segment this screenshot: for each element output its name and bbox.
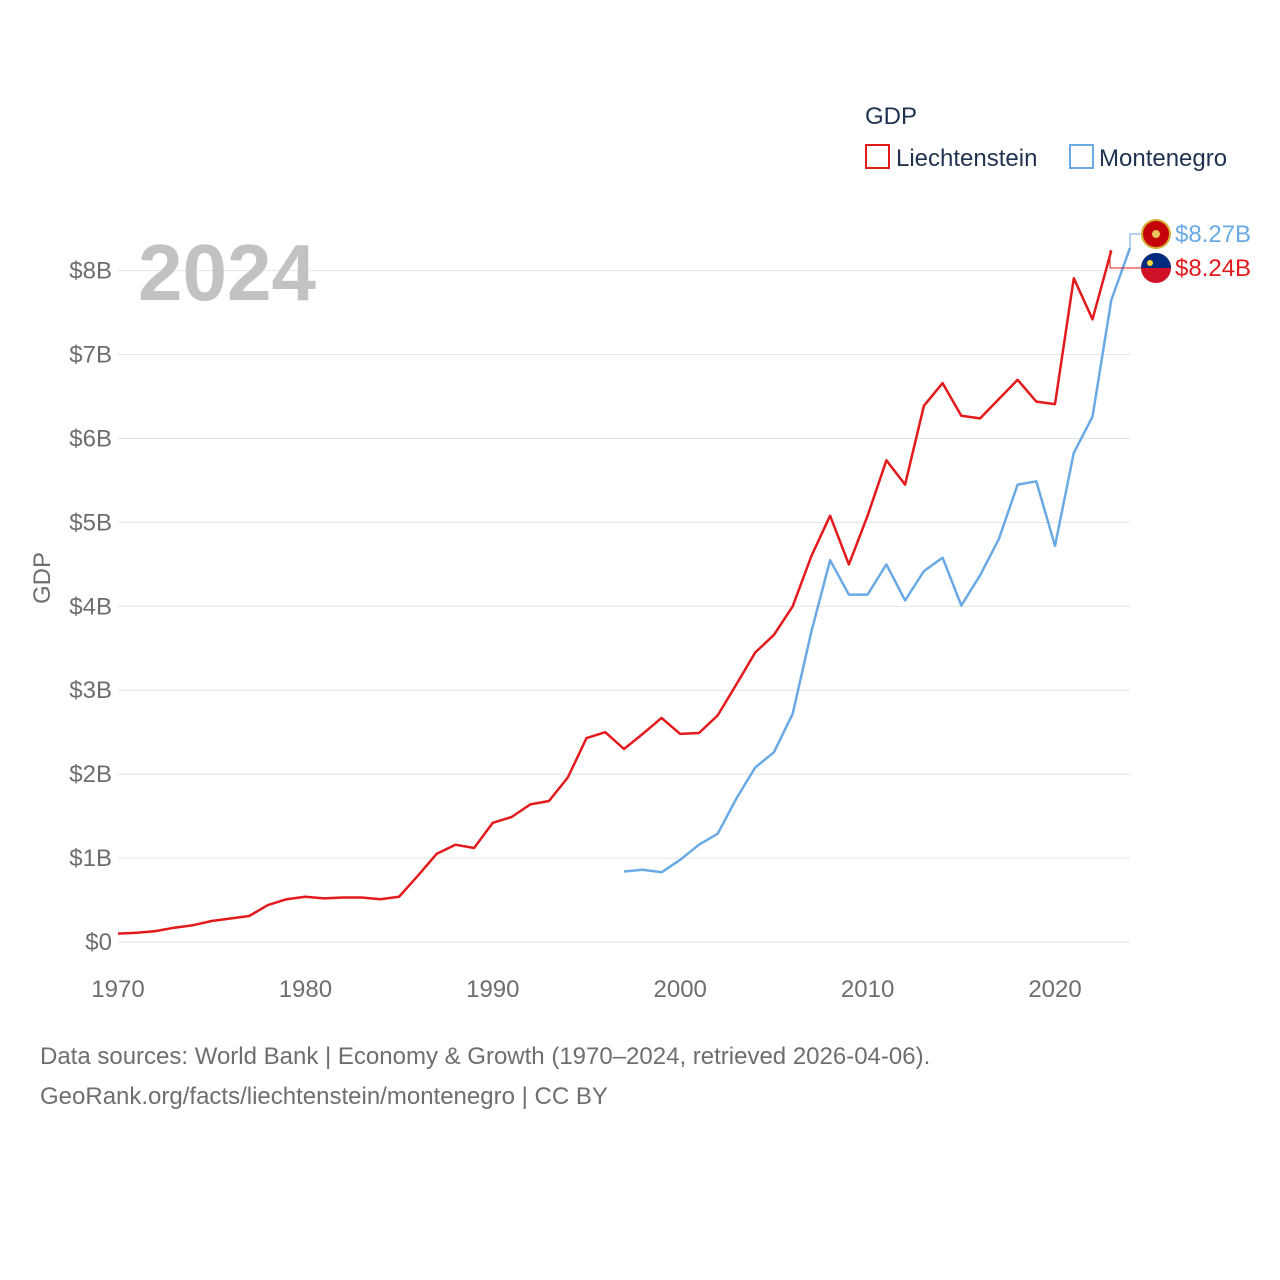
legend-title: GDP (865, 103, 917, 130)
end-value-label-liechtenstein: $8.24B (1175, 255, 1251, 282)
legend[interactable]: GDP Liechtenstein Montenegro (865, 103, 1227, 172)
liechtenstein-flag-icon (1141, 253, 1171, 283)
y-tick-label: $5B (69, 509, 112, 536)
series-line-montenegro[interactable] (623, 247, 1132, 874)
montenegro-flag-icon (1141, 219, 1171, 249)
x-tick-label: 1980 (279, 976, 332, 1003)
end-label-connector (1109, 250, 1142, 269)
legend-swatch-montenegro[interactable] (1069, 144, 1094, 169)
y-tick-label: $3B (69, 677, 112, 704)
x-tick-label: 2020 (1028, 976, 1081, 1003)
y-tick-label: $8B (69, 258, 112, 285)
legend-swatch-liechtenstein[interactable] (865, 144, 890, 169)
legend-label-liechtenstein[interactable]: Liechtenstein (896, 145, 1037, 172)
x-tick-label: 1990 (466, 976, 519, 1003)
legend-label-montenegro[interactable]: Montenegro (1099, 145, 1227, 172)
series-line-liechtenstein[interactable] (117, 250, 1113, 935)
x-tick-label: 2000 (654, 976, 707, 1003)
end-value-label-montenegro: $8.27B (1175, 221, 1251, 248)
x-tick-label: 2010 (841, 976, 894, 1003)
footer-sources: Data sources: World Bank | Economy & Gro… (40, 1043, 931, 1070)
y-tick-label: $2B (69, 761, 112, 788)
grid-layer (118, 270, 1130, 943)
series-layer (117, 247, 1132, 935)
axis-layer: $0 $1B $2B $3B $4B $5B $6B $7B $8B 1970 1980 1990 20… (69, 258, 1081, 1003)
y-tick-label: $4B (69, 593, 112, 620)
year-watermark: 2024 (138, 228, 316, 317)
y-tick-label: $7B (69, 342, 112, 369)
end-labels: $8.27B $8.24B (1109, 219, 1251, 283)
y-tick-label: $1B (69, 845, 112, 872)
y-tick-label: $0 (85, 929, 112, 956)
y-tick-label: $6B (69, 425, 112, 452)
y-axis-label: GDP (29, 552, 56, 604)
gdp-line-chart: $0 $1B $2B $3B $4B $5B $6B $7B $8B 1970 1980 1990 20… (29, 103, 1251, 1003)
footer-attribution: GeoRank.org/facts/liechtenstein/monteneg… (40, 1083, 608, 1110)
x-tick-label: 1970 (91, 976, 144, 1003)
end-label-connector (1129, 233, 1142, 248)
